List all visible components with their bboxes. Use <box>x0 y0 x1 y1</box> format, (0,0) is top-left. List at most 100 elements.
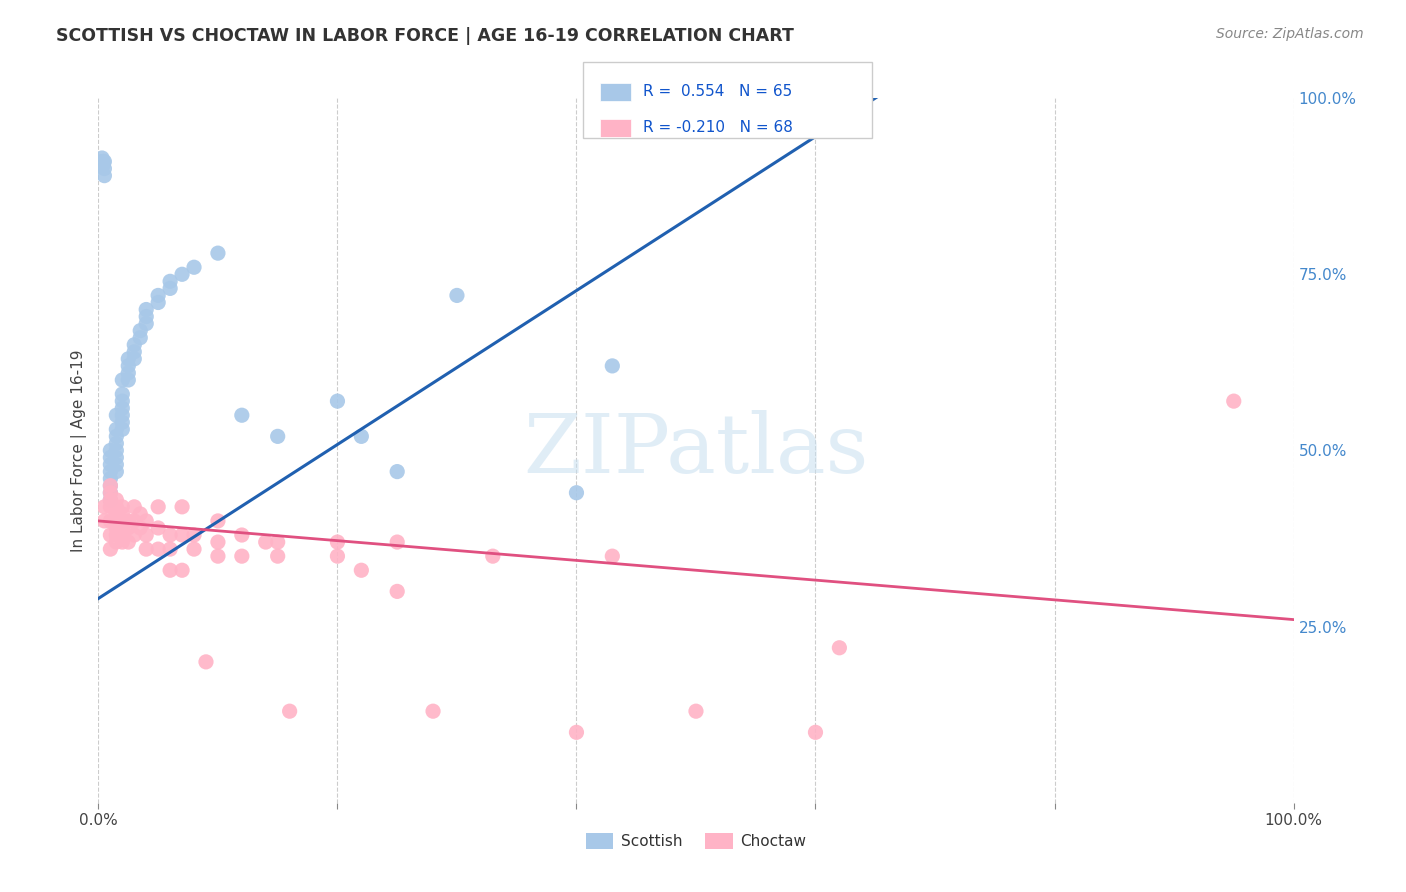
Point <box>93 169 115 183</box>
Point <box>422 704 444 718</box>
Point <box>117 521 139 535</box>
Point <box>98 458 122 472</box>
Point <box>183 542 205 557</box>
Point <box>105 507 128 521</box>
Point <box>124 337 146 351</box>
Point <box>602 549 624 564</box>
Point <box>159 281 181 295</box>
Point <box>105 443 128 458</box>
Point <box>350 563 373 577</box>
Point <box>105 514 128 528</box>
Point <box>385 535 409 549</box>
Point <box>207 549 229 564</box>
Point <box>124 528 146 542</box>
Point <box>98 485 122 500</box>
Point <box>172 528 194 542</box>
Point <box>326 394 349 409</box>
Point <box>267 535 290 549</box>
Point <box>111 507 134 521</box>
Point <box>207 246 229 260</box>
Point <box>105 450 128 465</box>
Point <box>231 408 253 422</box>
Point <box>91 158 114 172</box>
Point <box>129 521 152 535</box>
Point <box>98 514 122 528</box>
Point <box>98 528 122 542</box>
Point <box>105 535 128 549</box>
Point <box>183 260 205 275</box>
Point <box>111 408 134 422</box>
Point <box>98 478 122 492</box>
Point <box>267 429 290 443</box>
Legend: Scottish, Choctaw: Scottish, Choctaw <box>579 827 813 855</box>
Point <box>804 725 827 739</box>
Point <box>105 458 128 472</box>
Point <box>148 521 170 535</box>
Point <box>117 373 139 387</box>
Point <box>254 535 277 549</box>
Point <box>93 161 115 176</box>
Point <box>172 500 194 514</box>
Text: SCOTTISH VS CHOCTAW IN LABOR FORCE | AGE 16-19 CORRELATION CHART: SCOTTISH VS CHOCTAW IN LABOR FORCE | AGE… <box>56 27 794 45</box>
Point <box>105 521 128 535</box>
Point <box>482 549 505 564</box>
Point <box>111 500 134 514</box>
Point <box>129 324 152 338</box>
Point <box>159 528 181 542</box>
Point <box>117 514 139 528</box>
Point <box>111 415 134 429</box>
Point <box>111 422 134 436</box>
Point <box>98 500 122 514</box>
Point <box>159 542 181 557</box>
Point <box>117 359 139 373</box>
Point <box>98 542 122 557</box>
Point <box>98 492 122 507</box>
Point <box>195 655 218 669</box>
Point <box>93 154 115 169</box>
Point <box>350 429 373 443</box>
Point <box>278 704 301 718</box>
Text: R =  0.554   N = 65: R = 0.554 N = 65 <box>643 84 792 99</box>
Point <box>124 514 146 528</box>
Point <box>685 704 707 718</box>
Point <box>111 535 134 549</box>
Point <box>105 500 128 514</box>
Point <box>111 521 134 535</box>
Point <box>105 429 128 443</box>
Point <box>565 485 588 500</box>
Point <box>111 373 134 387</box>
Point <box>135 302 157 317</box>
Point <box>159 563 181 577</box>
Point <box>98 465 122 479</box>
Point <box>231 528 253 542</box>
Point <box>172 268 194 282</box>
Point <box>93 500 115 514</box>
Point <box>183 528 205 542</box>
Point <box>105 528 128 542</box>
Point <box>105 436 128 450</box>
Point <box>124 500 146 514</box>
Point <box>98 478 122 492</box>
Point <box>117 535 139 549</box>
Point <box>148 295 170 310</box>
Text: ZIPatlas: ZIPatlas <box>523 410 869 491</box>
Point <box>105 465 128 479</box>
Point <box>98 443 122 458</box>
Point <box>385 584 409 599</box>
Point <box>207 535 229 549</box>
Point <box>91 151 114 165</box>
Point <box>446 288 468 302</box>
Point <box>111 394 134 409</box>
Point <box>98 492 122 507</box>
Point <box>111 387 134 401</box>
Y-axis label: In Labor Force | Age 16-19: In Labor Force | Age 16-19 <box>72 349 87 552</box>
Point <box>828 640 851 655</box>
Point <box>135 528 157 542</box>
Point <box>135 310 157 324</box>
Text: Source: ZipAtlas.com: Source: ZipAtlas.com <box>1216 27 1364 41</box>
Point <box>385 465 409 479</box>
Point <box>98 485 122 500</box>
Point <box>98 450 122 465</box>
Point <box>129 331 152 345</box>
Point <box>117 351 139 366</box>
